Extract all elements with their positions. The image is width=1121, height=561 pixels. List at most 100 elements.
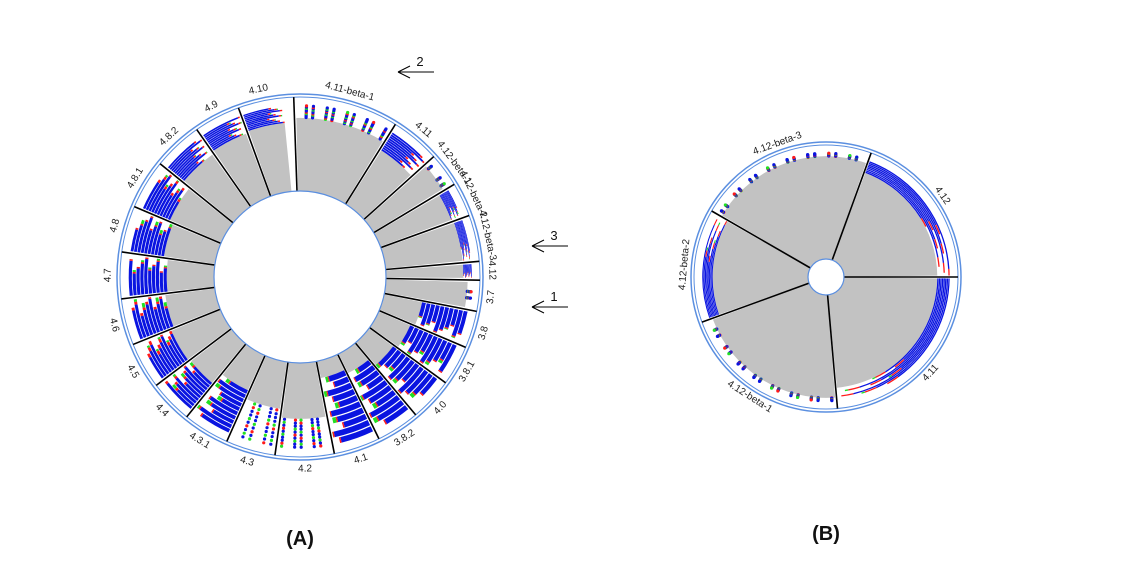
segment-dot [267, 414, 272, 418]
segment-dot [249, 433, 253, 438]
segment-bar-red [864, 386, 877, 393]
segment-bar [148, 175, 171, 212]
segment-bar [398, 366, 424, 393]
segment-dot [280, 438, 284, 442]
segment-bar-red [432, 359, 437, 363]
segment-bar [420, 333, 434, 353]
segment-dot [795, 395, 800, 400]
panel-a-circular-plot: 4.11-beta-14.114.12-beta-14.12-beta-24.1… [103, 54, 568, 475]
segment-bar [332, 388, 356, 402]
segment-bar-red [894, 359, 905, 368]
segment-dot [310, 421, 314, 425]
segment-bar-red [279, 109, 283, 112]
segment-grey-area [184, 154, 250, 223]
segment-bar-green [133, 299, 138, 303]
segment-bar [246, 115, 279, 125]
spoke-line [237, 107, 272, 197]
segment-bar-red [228, 380, 232, 385]
segment-bar [155, 261, 160, 293]
segment-grey-area [170, 189, 233, 243]
segment-bar [163, 268, 168, 293]
segment-bar-red [401, 378, 406, 383]
segment-bar [132, 310, 144, 340]
segment-bar-green [274, 119, 276, 121]
spoke-line [369, 326, 447, 384]
segment-bar-red [173, 375, 178, 380]
segment-bar-green [172, 384, 178, 390]
segment-dot [785, 157, 789, 162]
segment-bar [199, 406, 233, 429]
segment-dot [316, 423, 320, 427]
segment-dot [280, 435, 285, 439]
segment-bar [208, 129, 234, 145]
segment-bar [327, 382, 353, 397]
segment-bar [464, 264, 466, 278]
segment-bar [134, 304, 147, 338]
arrow-head [531, 239, 545, 253]
inner-circle [213, 190, 387, 364]
segment-bar-red [377, 362, 382, 367]
segment-bar-red [174, 381, 179, 386]
segment-dot [468, 296, 473, 300]
segment-bar-red [199, 139, 203, 142]
segment-bar-green [269, 112, 272, 115]
segment-4.7: 4.7 [103, 257, 215, 296]
segment-dot [267, 418, 271, 422]
segment-grey-area [712, 283, 836, 398]
segment-bar-red [226, 122, 230, 126]
segment-bar-red [413, 158, 417, 162]
segment-bar [144, 229, 153, 254]
segment-bar [451, 309, 463, 337]
segment-dot [332, 107, 336, 111]
spoke-line [121, 251, 215, 266]
segment-bar [354, 365, 376, 382]
segment-bar [443, 192, 455, 215]
segment-bar [185, 383, 202, 399]
spoke-line [336, 353, 380, 440]
segment-bar-red [182, 370, 187, 374]
panel-b-circular-plot: 4.12 4.11 4.12-beta-1 4.12-beta-2 4.12-beta-… [677, 130, 962, 415]
segment-bar-red [183, 381, 188, 386]
segment-dot [299, 430, 303, 434]
segment-bar-red [196, 161, 199, 165]
segment-bar-green [323, 390, 328, 398]
segment-bar-red [142, 307, 146, 311]
segment-label: 4.12-beta-3 [752, 130, 804, 158]
segment-bar-red [401, 341, 406, 345]
segment-4.11: 4.11 [827, 277, 950, 397]
segment-bar [439, 341, 452, 361]
segment-label: 3.7 [485, 289, 497, 304]
segment-bar [148, 298, 160, 333]
segment-bar-green [425, 323, 430, 326]
segment-bar-red [341, 422, 345, 428]
segment-bar-red [338, 437, 342, 443]
segment-bar-green [332, 417, 337, 424]
spoke-line [292, 97, 298, 192]
segment-bar [426, 337, 443, 363]
segment-bar-red [139, 312, 144, 317]
segment-bar [212, 134, 240, 151]
segment-bar-red [368, 412, 373, 419]
segment-bar-red [920, 218, 927, 227]
segment-dot [299, 433, 303, 437]
segment-bar-red [135, 227, 139, 231]
segment-bar-green [156, 258, 161, 261]
segment-3.8.1: 3.8.1 [370, 311, 478, 384]
segment-bar [176, 156, 195, 176]
segment-bar-green [164, 174, 169, 178]
segment-label: 4.8 [108, 217, 122, 234]
segment-label: 4.12-beta-3 [476, 209, 498, 262]
segment-dot [251, 406, 255, 410]
segment-bar [156, 303, 167, 331]
segment-bar-green [178, 197, 182, 201]
arrow-callout-3: 3 [531, 228, 568, 253]
segment-grey-area [384, 279, 468, 308]
segment-bar-red [158, 338, 163, 343]
segment-bar [408, 327, 419, 344]
segment-bar [357, 360, 372, 373]
segment-dot [317, 429, 321, 433]
segment-bar-red [419, 154, 423, 159]
segment-dot [748, 177, 752, 182]
segment-dot [311, 104, 316, 108]
